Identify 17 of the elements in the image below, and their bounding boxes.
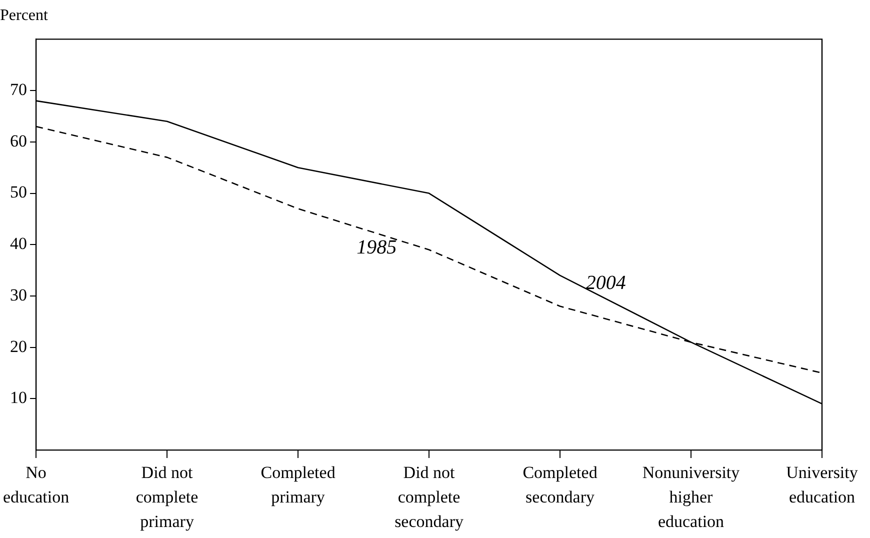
y-tick-label: 50 <box>10 182 28 202</box>
y-tick-label: 70 <box>10 80 28 100</box>
series-label: 2004 <box>586 272 626 294</box>
series-label: 1985 <box>356 236 397 258</box>
x-tick-label: Completed primary <box>260 462 336 506</box>
y-tick-label: 40 <box>10 234 28 254</box>
y-tick-label: 20 <box>10 336 28 356</box>
y-axis-title: Percent <box>0 6 49 24</box>
x-tick-label: Nonuniversity higher education <box>642 462 740 532</box>
x-tick-label: University education <box>786 462 858 506</box>
y-tick-label: 30 <box>10 285 28 304</box>
y-tick-label: 10 <box>10 388 28 408</box>
x-tick-label: Did not complete secondary <box>394 462 464 532</box>
x-tick-label: Did not complete primary <box>136 462 198 532</box>
x-tick-label: Completed secondary <box>522 462 598 506</box>
x-tick-label: No education <box>2 462 70 506</box>
y-tick-label: 60 <box>10 131 28 150</box>
